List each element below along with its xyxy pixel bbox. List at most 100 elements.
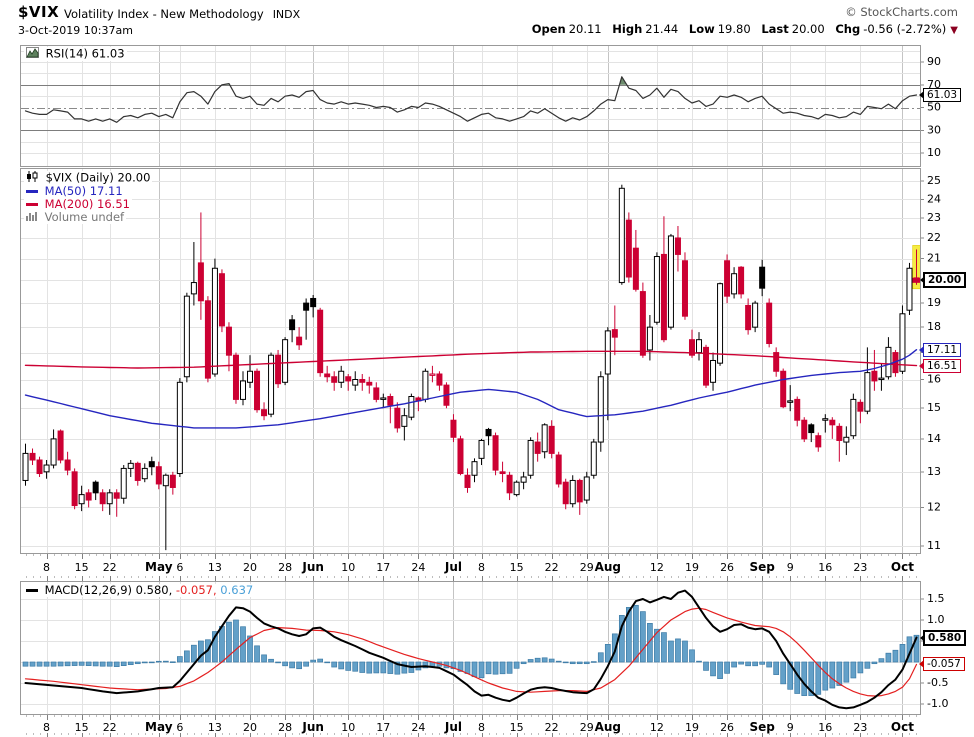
x-axis-label: 12 — [650, 561, 664, 574]
ma200-legend-label: MA(200) 16.51 — [44, 197, 130, 211]
rsi-axis-tick: 70 — [927, 78, 941, 91]
x-axis-label: 17 — [376, 561, 390, 574]
x-axis-label: 15 — [75, 561, 89, 574]
ma200-line — [24, 350, 918, 369]
macd-line-icon — [26, 589, 38, 592]
last-label: Last — [761, 22, 789, 36]
price-axis-tick: 14 — [927, 432, 941, 445]
x-axis-label: 8 — [478, 721, 485, 734]
rsi-legend: RSI(14) 61.03 — [24, 47, 127, 61]
x-axis-label: 10 — [341, 561, 355, 574]
candlestick-icon — [26, 171, 39, 185]
macd-signal-legend-value: -0.057, — [175, 583, 217, 597]
macd-signal-callout: -0.057 — [919, 657, 965, 671]
x-axis-label: 19 — [685, 721, 699, 734]
x-axis-label: 15 — [510, 561, 524, 574]
chg-value: -0.56 (-2.72%) — [863, 22, 947, 36]
open-label: Open — [531, 22, 566, 36]
panel-borders — [20, 45, 921, 715]
price-axis-tick: 15 — [927, 401, 941, 414]
x-axis-label: 8 — [43, 721, 50, 734]
rsi-axis-tick: 10 — [927, 146, 941, 159]
rsi-legend-label: RSI(14) 61.03 — [45, 46, 125, 61]
x-axis-label: 12 — [650, 721, 664, 734]
chg-down-arrow-icon[interactable]: ▼ — [950, 25, 958, 36]
volume-legend-label: Volume undef — [44, 210, 125, 224]
ma200-legend: MA(200) 16.51 — [24, 198, 132, 211]
symbol-name-text: Volatility Index - New Methodology — [64, 7, 264, 21]
rsi-plot — [24, 76, 918, 123]
price-axis-tick: 24 — [927, 192, 941, 205]
x-axis-label: 29 — [580, 721, 594, 734]
last-price-callout: 20.00 — [919, 272, 967, 288]
rsi-axis-tick: 50 — [927, 101, 941, 114]
x-axis-label: Jul — [444, 560, 462, 574]
x-axis-label: 29 — [580, 561, 594, 574]
x-axis-label: Jun — [301, 720, 324, 734]
price-axis-tick: 19 — [927, 296, 941, 309]
low-value: 19.80 — [717, 22, 751, 36]
macd-line — [24, 589, 918, 710]
price-axis-tick: 21 — [927, 252, 941, 265]
price-axis-tick: 11 — [927, 539, 941, 552]
price-axis-tick: 25 — [927, 174, 941, 187]
exchange-label: INDX — [272, 8, 301, 21]
open-value: 20.11 — [568, 22, 602, 36]
low-label: Low — [688, 22, 715, 36]
last-price-marker — [912, 277, 921, 283]
ma50-legend-label: MA(50) 17.11 — [44, 184, 123, 198]
candlesticks — [22, 184, 920, 551]
x-axis-label: Aug — [595, 560, 621, 574]
rsi-axis: 90 70 50 30 10 — [921, 55, 941, 159]
x-axis-label: 22 — [103, 721, 117, 734]
ma50-legend: MA(50) 17.11 — [24, 185, 125, 198]
macd-axis-tick: -0.5 — [927, 676, 948, 689]
rsi-indicator-icon — [26, 47, 39, 61]
x-axis-label: 24 — [411, 561, 425, 574]
volume-legend: Volume undef — [24, 210, 127, 224]
rsi-value-callout: 61.03 — [918, 88, 962, 102]
x-axis-label: 26 — [720, 561, 734, 574]
macd-histogram — [22, 604, 920, 696]
ma50-line — [24, 349, 918, 429]
rsi-axis-tick: 90 — [927, 55, 941, 68]
ma50-value-callout: 17.11 — [918, 343, 962, 357]
x-axis-label: 20 — [243, 721, 257, 734]
x-axis-label: 15 — [510, 721, 524, 734]
volume-bars-icon — [26, 211, 38, 224]
x-axis-label: 6 — [176, 561, 183, 574]
x-axis-label: 28 — [278, 561, 292, 574]
x-axis-label: 22 — [545, 561, 559, 574]
x-axis-label: 9 — [787, 721, 794, 734]
x-axis-label: 17 — [376, 721, 390, 734]
x-axis-label: 22 — [103, 561, 117, 574]
price-axis-tick: 13 — [927, 465, 941, 478]
macd-axis-tick: -1.0 — [927, 697, 948, 710]
x-axis-label: Oct — [891, 560, 914, 574]
chg-label: Chg — [835, 22, 861, 36]
rsi-axis-tick: 30 — [927, 123, 941, 136]
price-axis-tick: 12 — [927, 500, 941, 513]
bottom-tick-row — [26, 733, 917, 737]
x-axis-label: Jul — [444, 720, 462, 734]
macd-value-callout: 0.580 — [919, 630, 967, 646]
ma50-line-icon — [26, 190, 38, 193]
x-axis-label: 23 — [853, 561, 867, 574]
high-label: High — [612, 22, 643, 36]
symbol-title: $VIX — [18, 3, 60, 21]
x-axis-top-strip: 8 15 22 May 6 13 20 28 Jun 10 17 24 Jul 8 15 22 29 Aug 12 1… — [26, 554, 917, 581]
price-axis-tick: 18 — [927, 320, 941, 333]
x-axis-label: Sep — [749, 560, 775, 574]
price-plot — [22, 184, 921, 551]
x-axis-label: May — [145, 720, 173, 734]
price-legend-label: $VIX (Daily) 20.00 — [45, 170, 151, 185]
x-axis-label: 19 — [685, 561, 699, 574]
macd-axis: 1.51.00.5-0.5-1.0 — [921, 592, 948, 710]
price-legend: $VIX (Daily) 20.00 — [24, 170, 153, 185]
macd-axis-tick: 1.5 — [927, 592, 945, 605]
x-axis-label: 22 — [545, 721, 559, 734]
x-axis-label: 15 — [75, 721, 89, 734]
price-axis-tick: 16 — [927, 373, 941, 386]
